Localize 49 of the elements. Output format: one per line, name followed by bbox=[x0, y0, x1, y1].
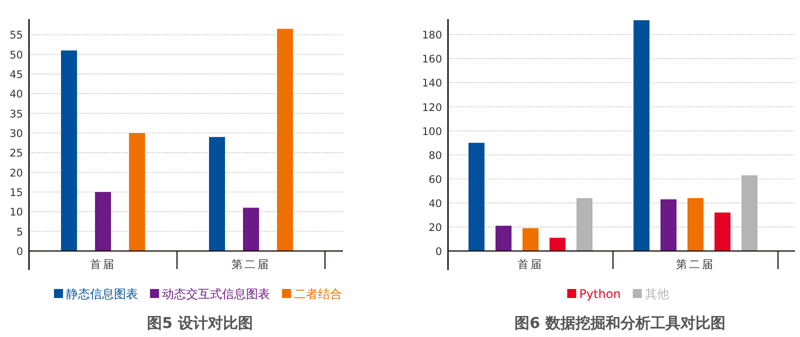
bar bbox=[688, 198, 704, 251]
y-tick-label: 80 bbox=[428, 150, 442, 162]
bar bbox=[277, 28, 293, 251]
x-tick-label: 第二届 bbox=[232, 258, 270, 271]
y-tick-label: 30 bbox=[10, 128, 23, 140]
y-tick-label: 55 bbox=[10, 30, 23, 42]
y-tick-label: 20 bbox=[428, 222, 442, 234]
legend-label: 动态交互式信息图表 bbox=[162, 287, 270, 301]
legend-label: 二者结合 bbox=[294, 287, 342, 301]
y-tick-label: 0 bbox=[16, 246, 23, 258]
y-tick-label: 100 bbox=[422, 126, 442, 138]
bar bbox=[468, 142, 484, 251]
bar bbox=[95, 192, 111, 251]
y-tick-label: 0 bbox=[435, 246, 442, 258]
text: 图5 设计对比图 bbox=[147, 314, 253, 332]
y-tick-label: 40 bbox=[10, 88, 23, 101]
y-tick-label: 5 bbox=[16, 226, 23, 238]
bar bbox=[61, 50, 77, 251]
bar bbox=[129, 133, 145, 251]
bar bbox=[714, 212, 730, 251]
bar bbox=[550, 238, 566, 251]
y-tick-label: 20 bbox=[10, 167, 23, 180]
y-tick-label: 140 bbox=[422, 78, 442, 90]
y-tick-label: 40 bbox=[428, 198, 442, 210]
y-tick-label: 35 bbox=[10, 108, 23, 120]
legend-label: Python bbox=[579, 287, 621, 301]
y-tick-label: 15 bbox=[10, 187, 23, 200]
bar bbox=[243, 208, 259, 251]
y-tick-label: 160 bbox=[422, 54, 442, 66]
bar bbox=[576, 198, 592, 251]
x-tick-label: 首届 bbox=[90, 258, 116, 271]
bar bbox=[634, 20, 650, 251]
y-tick-label: 180 bbox=[422, 30, 442, 42]
bar bbox=[522, 228, 538, 251]
text: 图6 数据挖掘和分析工具对比图 bbox=[514, 314, 726, 332]
bar bbox=[660, 199, 676, 251]
y-tick-label: 10 bbox=[10, 206, 23, 219]
bar bbox=[209, 136, 225, 251]
legend-label: 静态信息图表 bbox=[66, 287, 138, 301]
y-tick-label: 50 bbox=[10, 49, 23, 62]
bar bbox=[496, 226, 512, 251]
y-tick-label: 120 bbox=[422, 102, 442, 114]
x-tick-label: 首届 bbox=[518, 258, 544, 271]
bar bbox=[742, 175, 758, 251]
y-tick-label: 45 bbox=[10, 69, 23, 82]
y-tick-label: 25 bbox=[10, 148, 23, 160]
x-tick-label: 第二届 bbox=[676, 258, 715, 271]
y-tick-label: 60 bbox=[428, 174, 442, 186]
legend-label: 其他 bbox=[644, 287, 669, 301]
